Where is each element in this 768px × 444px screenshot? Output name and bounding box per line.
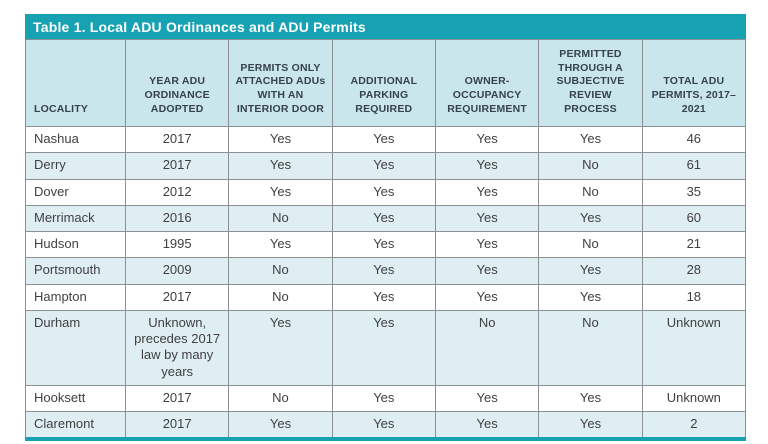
value-cell: Yes xyxy=(434,152,540,180)
value-cell: Yes xyxy=(434,231,540,259)
value-cell: Yes xyxy=(434,384,540,413)
table-row: Nashua 2017 Yes Yes Yes Yes 46 xyxy=(25,126,747,154)
table-row: Hudson 1995 Yes Yes Yes No 21 xyxy=(25,231,747,259)
value-cell: Yes xyxy=(434,257,540,285)
value-cell: No xyxy=(228,204,333,233)
value-cell: Yes xyxy=(538,126,643,154)
column-header: OWNER-OCCUPANCY REQUIREMENT xyxy=(434,38,540,128)
value-cell: No xyxy=(538,152,643,180)
locality-cell: Durham xyxy=(25,309,126,386)
locality-cell: Portsmouth xyxy=(25,257,126,285)
value-cell: 28 xyxy=(641,257,747,285)
value-cell: Yes xyxy=(538,411,643,440)
value-cell: Unknown xyxy=(641,309,747,386)
value-cell: Yes xyxy=(434,204,540,233)
table-row: Durham Unknown, precedes 2017 law by many… xyxy=(25,309,747,386)
adu-data-table: LOCALITY YEAR ADU ORDINANCE ADOPTED PERMIT… xyxy=(25,38,747,442)
locality-cell: Merrimack xyxy=(25,204,126,233)
value-cell: Yes xyxy=(434,283,540,311)
value-cell: 61 xyxy=(641,152,747,180)
value-cell: Yes xyxy=(331,257,436,285)
value-cell: No xyxy=(228,257,333,285)
value-cell: 18 xyxy=(641,283,747,311)
locality-cell: Hudson xyxy=(25,231,126,259)
value-cell: 2016 xyxy=(124,204,230,233)
value-cell: Yes xyxy=(538,384,643,413)
locality-cell: Hooksett xyxy=(25,384,126,413)
value-cell: Yes xyxy=(331,178,436,206)
value-cell: Yes xyxy=(331,309,436,386)
value-cell: 2017 xyxy=(124,384,230,413)
table-body: Nashua 2017 Yes Yes Yes Yes 46 Derry 2017 Yes Yes Y… xyxy=(25,126,747,440)
table-row: Claremont 2017 Yes Yes Yes Yes 2 xyxy=(25,411,747,440)
value-cell: No xyxy=(228,283,333,311)
value-cell: 2009 xyxy=(124,257,230,285)
column-header: PERMITTED THROUGH A SUBJECTIVE REVIEW PR… xyxy=(538,38,643,128)
value-cell: Yes xyxy=(228,411,333,440)
value-cell: No xyxy=(538,231,643,259)
column-header: TOTAL ADU PERMITS, 2017–2021 xyxy=(641,38,747,128)
value-cell: 46 xyxy=(641,126,747,154)
locality-cell: Nashua xyxy=(25,126,126,154)
table-row: Hooksett 2017 No Yes Yes Yes Unknown xyxy=(25,384,747,413)
value-cell: Yes xyxy=(331,126,436,154)
value-cell: Yes xyxy=(331,152,436,180)
value-cell: 2017 xyxy=(124,283,230,311)
locality-cell: Hampton xyxy=(25,283,126,311)
value-cell: Yes xyxy=(331,283,436,311)
value-cell: 1995 xyxy=(124,231,230,259)
value-cell: 35 xyxy=(641,178,747,206)
value-cell: 21 xyxy=(641,231,747,259)
value-cell: Yes xyxy=(331,411,436,440)
value-cell: No xyxy=(228,384,333,413)
adu-table-container: Table 1. Local ADU Ordinances and ADU Pe… xyxy=(25,14,747,442)
table-title-bar: Table 1. Local ADU Ordinances and ADU Pe… xyxy=(25,14,746,39)
locality-cell: Claremont xyxy=(25,411,126,440)
table-title: Table 1. Local ADU Ordinances and ADU Pe… xyxy=(33,18,366,35)
value-cell: Yes xyxy=(538,283,643,311)
value-cell: 60 xyxy=(641,204,747,233)
value-cell: Yes xyxy=(228,178,333,206)
value-cell: 2 xyxy=(641,411,747,440)
value-cell: 2017 xyxy=(124,126,230,154)
value-cell: Yes xyxy=(538,204,643,233)
value-cell: Yes xyxy=(434,126,540,154)
value-cell: No xyxy=(434,309,540,386)
value-cell: Yes xyxy=(228,152,333,180)
column-header: PERMITS ONLY ATTACHED ADUs WITH AN INTER… xyxy=(228,38,333,128)
value-cell: Yes xyxy=(434,178,540,206)
table-row: Merrimack 2016 No Yes Yes Yes 60 xyxy=(25,204,747,233)
value-cell: No xyxy=(538,309,643,386)
column-header: YEAR ADU ORDINANCE ADOPTED xyxy=(124,38,230,128)
table-row: Derry 2017 Yes Yes Yes No 61 xyxy=(25,152,747,180)
value-cell: Unknown xyxy=(641,384,747,413)
value-cell: 2017 xyxy=(124,152,230,180)
table-header: LOCALITY YEAR ADU ORDINANCE ADOPTED PERMIT… xyxy=(25,38,747,128)
column-header: ADDITIONAL PARKING REQUIRED xyxy=(331,38,436,128)
value-cell: Yes xyxy=(538,257,643,285)
value-cell: Yes xyxy=(228,231,333,259)
table-row: Hampton 2017 No Yes Yes Yes 18 xyxy=(25,283,747,311)
value-cell: Yes xyxy=(228,309,333,386)
value-cell: Unknown, precedes 2017 law by many years xyxy=(124,309,230,386)
column-header: LOCALITY xyxy=(25,38,126,128)
value-cell: 2012 xyxy=(124,178,230,206)
locality-cell: Dover xyxy=(25,178,126,206)
value-cell: Yes xyxy=(228,126,333,154)
value-cell: Yes xyxy=(331,231,436,259)
locality-cell: Derry xyxy=(25,152,126,180)
value-cell: Yes xyxy=(331,384,436,413)
value-cell: 2017 xyxy=(124,411,230,440)
table-row: Dover 2012 Yes Yes Yes No 35 xyxy=(25,178,747,206)
table-row: Portsmouth 2009 No Yes Yes Yes 28 xyxy=(25,257,747,285)
value-cell: Yes xyxy=(331,204,436,233)
header-row: LOCALITY YEAR ADU ORDINANCE ADOPTED PERMIT… xyxy=(25,38,747,128)
value-cell: Yes xyxy=(434,411,540,440)
value-cell: No xyxy=(538,178,643,206)
